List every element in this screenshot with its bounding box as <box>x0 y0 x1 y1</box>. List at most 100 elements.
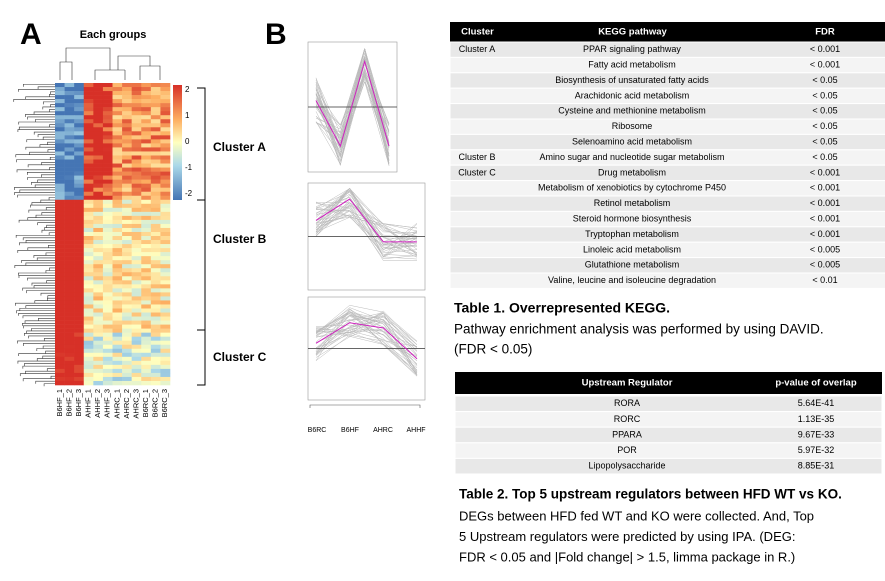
heatmap-cell <box>102 215 113 221</box>
heatmap-cell <box>141 163 152 168</box>
heatmap-cell <box>64 127 75 132</box>
heatmap-cell <box>55 320 65 325</box>
heatmap-cell <box>55 131 65 136</box>
heatmap-cell <box>160 340 171 346</box>
heatmap-cell <box>74 312 85 317</box>
heatmap-cell <box>122 240 132 245</box>
heatmap-cell <box>131 344 142 350</box>
heatmap-cell <box>93 223 104 229</box>
heatmap-cell <box>55 91 65 96</box>
heatmap-cell <box>93 187 104 193</box>
heatmap-cell <box>122 280 132 285</box>
heatmap-cell <box>64 236 75 241</box>
heatmap-cell <box>55 280 65 285</box>
heatmap-cell <box>141 324 152 329</box>
heatmap-cell <box>122 211 132 217</box>
heatmap-cell <box>83 332 94 337</box>
heatmap-cell <box>160 179 171 184</box>
heatmap-cell <box>83 187 94 193</box>
pathway-cell: Drug metabolism <box>598 167 666 177</box>
heatmap-cell <box>112 95 123 100</box>
heatmap-cell <box>55 356 65 362</box>
heatmap-cell <box>55 83 65 88</box>
profile-line <box>315 305 418 356</box>
profile-line <box>315 214 418 256</box>
table-cell: Lipopolysaccharide <box>588 461 665 471</box>
heatmap-cell <box>93 312 104 317</box>
heatmap-cell <box>102 272 113 277</box>
heatmap-cell <box>160 376 171 382</box>
heatmap-cell <box>64 135 75 140</box>
column-label: B6RC_2 <box>151 389 160 417</box>
heatmap-cell <box>64 159 75 164</box>
heatmap-cell <box>112 264 123 269</box>
heatmap-cell <box>64 155 75 160</box>
heatmap-cell <box>74 296 85 301</box>
heatmap-cell <box>83 207 94 213</box>
heatmap-cell <box>55 284 65 289</box>
heatmap-cell <box>55 328 65 333</box>
heatmap-cell <box>64 227 75 233</box>
colorbar-tick-label: 2 <box>185 85 190 94</box>
heatmap-cell <box>102 159 113 164</box>
heatmap-cell <box>112 215 123 221</box>
heatmap-cell <box>83 135 94 140</box>
heatmap-cell <box>83 127 94 132</box>
heatmap-cell <box>131 135 142 140</box>
heatmap-cell <box>93 316 104 321</box>
heatmap-cell <box>93 119 104 124</box>
heatmap-cell <box>112 195 123 201</box>
heatmap-cell <box>55 151 65 156</box>
heatmap-cell <box>64 199 75 205</box>
heatmap-cell <box>74 272 85 277</box>
heatmap-cell <box>150 364 161 370</box>
heatmap-cell <box>83 147 94 152</box>
heatmap-cell <box>74 123 85 128</box>
heatmap-cell <box>64 312 75 317</box>
heatmap-cell <box>83 87 94 92</box>
heatmap-cell <box>102 300 113 305</box>
heatmap-cell <box>102 227 113 233</box>
heatmap-cell <box>112 135 123 140</box>
heatmap-cell <box>112 380 123 386</box>
heatmap-cell <box>122 95 132 100</box>
heatmap-cell <box>122 256 132 261</box>
heatmap-cell <box>122 119 132 124</box>
heatmap-cell <box>131 280 142 285</box>
heatmap-cell <box>150 115 161 120</box>
heatmap-cell <box>141 139 152 144</box>
heatmap-cell <box>160 296 171 301</box>
heatmap-cell <box>131 304 142 309</box>
profile-line <box>315 192 418 232</box>
heatmap-cell <box>160 320 171 325</box>
heatmap-cell <box>131 300 142 305</box>
heatmap-cell <box>83 376 94 382</box>
heatmap-cell <box>131 91 142 96</box>
heatmap-cell <box>74 368 85 374</box>
heatmap-cell <box>160 312 171 317</box>
column-label: B6HF_1 <box>55 389 64 417</box>
heatmap-cell <box>93 179 104 184</box>
heatmap-cell <box>74 115 85 120</box>
heatmap-cell <box>150 272 161 277</box>
heatmap-cell <box>122 268 132 273</box>
heatmap-cell <box>141 336 152 342</box>
heatmap-cell <box>102 236 113 241</box>
heatmap-cell <box>150 199 161 205</box>
heatmap-cell <box>83 292 94 297</box>
fdr-cell: < 0.05 <box>812 75 837 85</box>
heatmap-cell <box>141 244 152 249</box>
heatmap-cell <box>93 203 104 209</box>
heatmap-cell <box>122 276 132 281</box>
heatmap-cell <box>83 276 94 281</box>
heatmap-cell <box>112 276 123 281</box>
heatmap-cell <box>64 87 75 92</box>
heatmap-cell <box>102 135 113 140</box>
heatmap-cell <box>150 244 161 249</box>
heatmap-cell <box>160 171 171 176</box>
heatmap-cell <box>83 356 94 362</box>
heatmap-cell <box>102 203 113 209</box>
heatmap-cell <box>160 288 171 293</box>
heatmap-cell <box>160 272 171 277</box>
heatmap-cell <box>122 187 132 193</box>
